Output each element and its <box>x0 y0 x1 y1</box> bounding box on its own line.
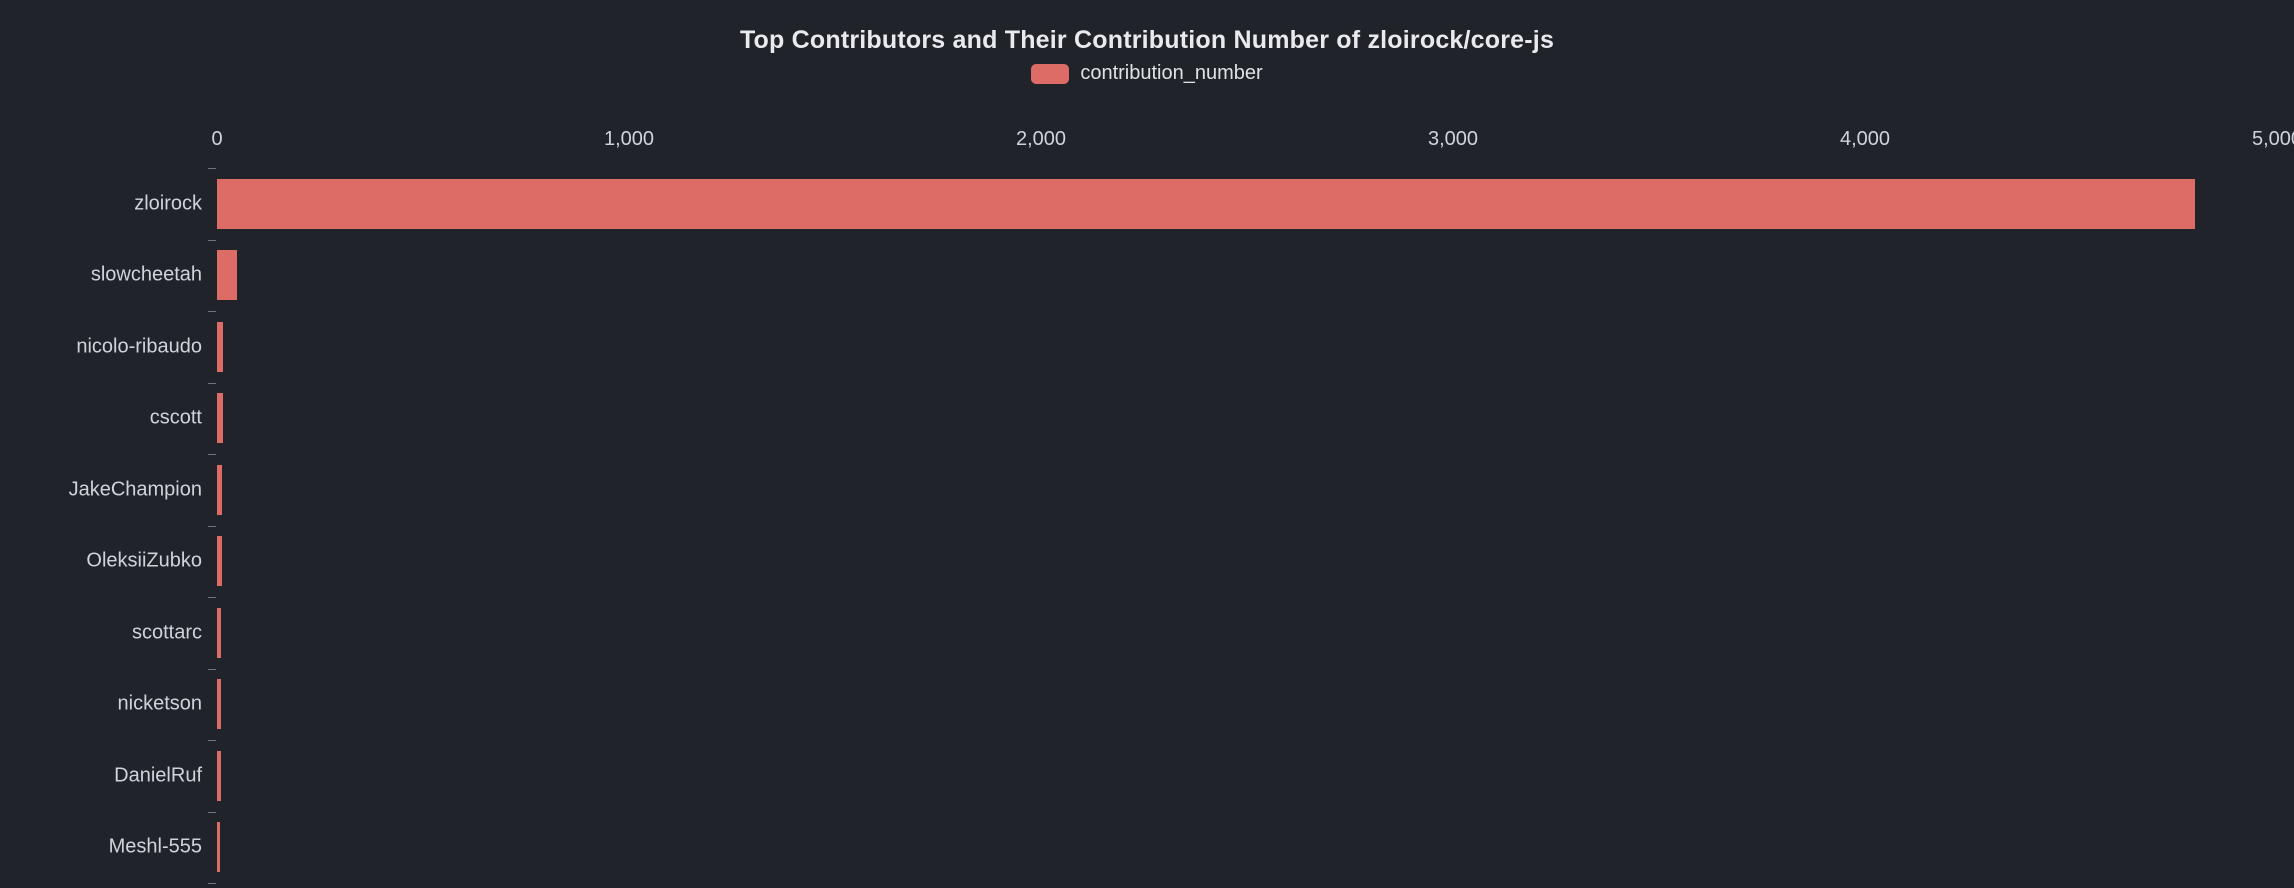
chart-legend[interactable]: contribution_number <box>0 62 2294 85</box>
legend-swatch[interactable] <box>1031 63 1070 84</box>
y-axis-tick-mark <box>208 382 216 384</box>
y-axis-category-label: zloirock <box>134 192 202 215</box>
y-axis-category-label: cscott <box>149 406 202 429</box>
chart-title: Top Contributors and Their Contribution … <box>739 26 1555 54</box>
y-axis-tick-mark <box>208 740 216 741</box>
x-axis-tick-label: 2,000 <box>1015 128 1067 150</box>
y-axis-tick-mark <box>208 525 216 527</box>
y-axis-tick-mark <box>208 454 216 455</box>
bar-JakeChampion <box>217 464 222 515</box>
bar-nicolo-ribaudo <box>217 321 224 372</box>
bar-slowcheetah <box>217 250 237 301</box>
y-axis-tick-mark <box>208 668 216 670</box>
y-axis-category-label: nicolo-ribaudo <box>76 335 202 358</box>
bar-scottarc <box>217 607 222 658</box>
x-axis-tick-label: 3,000 <box>1427 128 1479 150</box>
y-axis-category-label: JakeChampion <box>68 478 202 501</box>
y-axis-tick-mark <box>208 883 216 884</box>
y-axis-category-label: scottarc <box>131 621 202 644</box>
x-axis-tick-label: 1,000 <box>603 128 655 150</box>
bar-nicketson <box>217 679 221 730</box>
bar-cscott <box>217 393 223 444</box>
y-axis-category-label: DanielRuf <box>114 764 202 787</box>
bar-zloirock <box>217 178 2195 229</box>
y-axis-category-label: Meshl-555 <box>108 835 202 858</box>
y-axis-tick-mark <box>208 239 216 241</box>
bar-Meshl-555 <box>217 822 221 873</box>
y-axis-category-label: nicketson <box>117 692 203 715</box>
y-axis-category-label: slowcheetah <box>90 263 202 286</box>
bar-DanielRuf <box>217 750 221 801</box>
y-axis-tick-mark <box>208 168 216 169</box>
y-axis-tick-mark <box>208 311 216 312</box>
y-axis-tick-mark <box>208 597 216 598</box>
x-axis-tick-label: 0 <box>211 128 223 150</box>
x-axis-tick-label: 5,000 <box>2251 128 2294 150</box>
y-axis-tick-mark <box>208 811 216 813</box>
y-axis-category-label: OleksiiZubko <box>86 549 202 572</box>
bar-OleksiiZubko <box>217 536 222 587</box>
legend-label: contribution_number <box>1080 62 1263 84</box>
x-axis-tick-label: 4,000 <box>1839 128 1891 150</box>
